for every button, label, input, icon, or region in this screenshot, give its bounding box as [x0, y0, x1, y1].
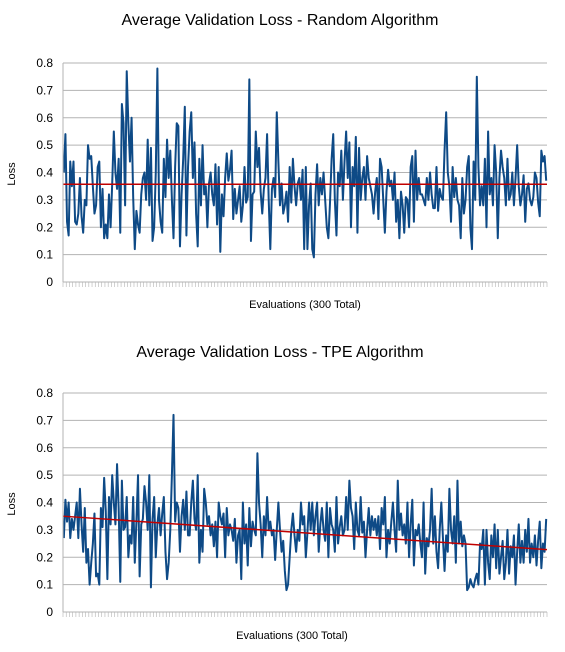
y-tick-label: 0.3: [36, 523, 53, 537]
y-tick-label: 0.3: [36, 193, 53, 207]
loss-series-line: [62, 67, 548, 259]
y-tick-label: 0.7: [36, 413, 53, 427]
y-tick-label: 0.4: [36, 496, 53, 510]
chart-title: Average Validation Loss - Random Algorit…: [122, 12, 439, 29]
y-tick-label: 0.2: [36, 220, 53, 234]
chart-svg: Average Validation Loss - TPE Algorithm …: [6, 344, 548, 642]
loss-series-line: [62, 413, 548, 592]
y-tick-label: 0.2: [36, 550, 53, 564]
y-tick-label: 0.1: [36, 248, 53, 262]
x-axis-ticks: [62, 612, 548, 617]
y-tick-label: 0.8: [36, 386, 53, 400]
y-tick-label: 0.8: [36, 56, 53, 70]
y-axis-label: Loss: [6, 162, 18, 186]
x-axis-ticks: [62, 282, 548, 287]
x-axis-label: Evaluations (300 Total): [249, 299, 361, 311]
tpe-algorithm-chart: Average Validation Loss - TPE Algorithm …: [0, 326, 565, 652]
y-tick-label: 0: [46, 275, 53, 289]
x-axis-label: Evaluations (300 Total): [236, 630, 348, 642]
y-axis-tick-labels: 0 0.1 0.2 0.3 0.4 0.5 0.6 0.7 0.8: [36, 386, 53, 619]
random-algorithm-chart: Average Validation Loss - Random Algorit…: [6, 12, 548, 311]
y-tick-label: 0.7: [36, 83, 53, 97]
trend-line: [62, 515, 548, 551]
y-tick-label: 0.5: [36, 468, 53, 482]
y-tick-label: 0.4: [36, 166, 53, 180]
y-axis-label: Loss: [6, 492, 18, 516]
y-tick-label: 0.6: [36, 441, 53, 455]
chart-svg: Average Validation Loss - Random Algorit…: [6, 12, 548, 311]
chart-title: Average Validation Loss - TPE Algorithm: [136, 344, 423, 361]
y-tick-label: 0.5: [36, 138, 53, 152]
y-tick-label: 0.1: [36, 578, 53, 592]
y-tick-label: 0: [46, 605, 53, 619]
y-tick-label: 0.6: [36, 111, 53, 125]
y-axis-tick-labels: 0 0.1 0.2 0.3 0.4 0.5 0.6 0.7 0.8: [36, 56, 53, 289]
